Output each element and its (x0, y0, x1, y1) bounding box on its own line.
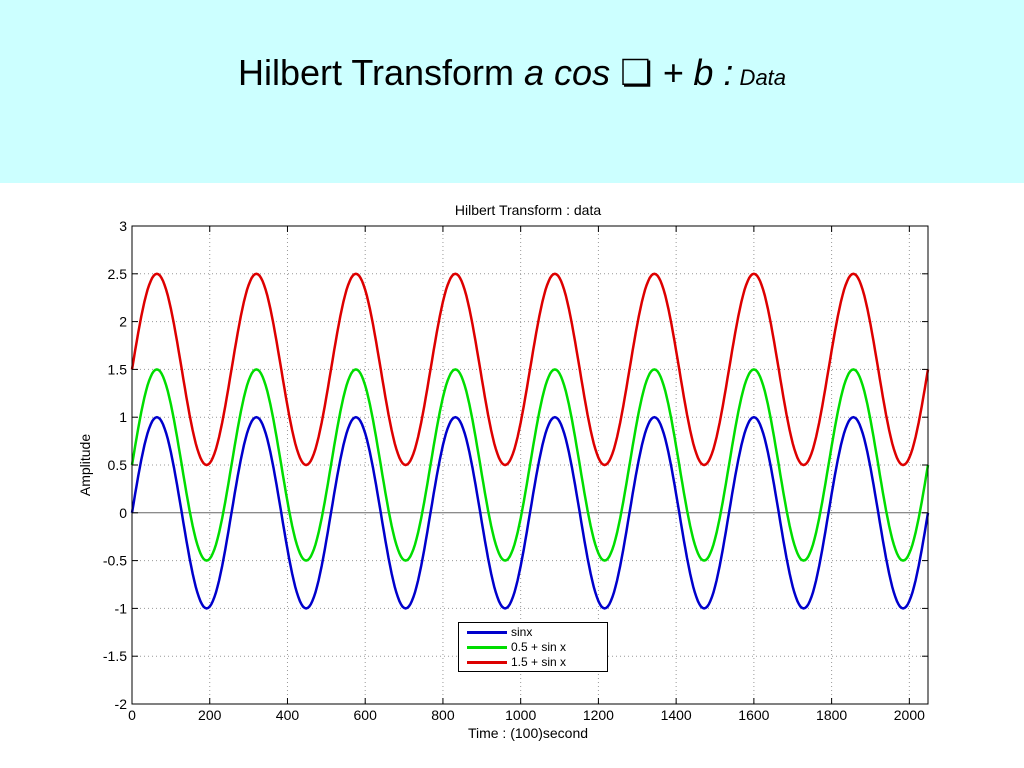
slide-title-colon: : (723, 52, 734, 93)
y-tick-label: -0.5 (103, 553, 127, 569)
x-tick-label: 800 (431, 707, 455, 723)
y-axis-label: Amplitude (77, 434, 93, 496)
y-tick-label: 0.5 (108, 457, 128, 473)
legend-label-sinx: sinx (511, 625, 533, 639)
slide-title-expr: + b (652, 52, 724, 93)
x-tick-label: 400 (276, 707, 300, 723)
x-tick-label: 1600 (738, 707, 769, 723)
y-tick-label: 3 (119, 218, 127, 234)
y-tick-label: -1.5 (103, 648, 127, 664)
legend-item-sinx: sinx (459, 625, 607, 639)
x-tick-label: 2000 (894, 707, 925, 723)
y-tick-label: 1.5 (108, 361, 128, 377)
legend-swatch-sinx (467, 631, 507, 634)
y-tick-label: 1 (119, 409, 127, 425)
legend: sinx 0.5 + sin x 1.5 + sin x (458, 622, 608, 672)
y-tick-label: -1 (115, 600, 128, 616)
slide-title-plain: Hilbert Transform (237, 52, 525, 93)
y-tick-label: 2 (119, 314, 127, 330)
chart: Hilbert Transform : data 0 200 400 600 800 10… (77, 202, 930, 741)
x-tick-label: 600 (354, 707, 378, 723)
x-tick-label: 1200 (583, 707, 614, 723)
legend-item-offset-0-5: 0.5 + sin x (459, 640, 607, 654)
slide-title-italic: a cos (524, 52, 621, 93)
y-tick-label: 2.5 (108, 266, 128, 282)
x-axis-label: Time : (100)second (468, 725, 588, 741)
x-tick-label: 0 (128, 707, 136, 723)
axis-ticks: 0 200 400 600 800 1000 1200 1400 1600 1800 2000 -2 -… (103, 218, 928, 723)
series-line-2 (130, 272, 930, 467)
slide-header: Hilbert Transform a cos ❏ + b : Data (0, 0, 1024, 183)
legend-label-offset-1-5: 1.5 + sin x (511, 655, 567, 669)
chart-title: Hilbert Transform : data (455, 202, 601, 218)
slide-title: Hilbert Transform a cos ❏ + b : Data (0, 52, 1024, 94)
x-tick-label: 200 (198, 707, 222, 723)
legend-label-offset-0-5: 0.5 + sin x (511, 640, 567, 654)
x-tick-label: 1400 (661, 707, 692, 723)
y-tick-label: -2 (115, 696, 128, 712)
plot-area: Hilbert Transform : data 0 200 400 600 800 10… (0, 183, 1024, 768)
slide-title-symbol: ❏ (620, 52, 653, 93)
x-tick-label: 1000 (505, 707, 536, 723)
legend-item-offset-1-5: 1.5 + sin x (459, 655, 607, 669)
grid (132, 226, 928, 704)
series-line-0 (130, 415, 930, 610)
x-tick-label: 1800 (816, 707, 847, 723)
legend-swatch-offset-0-5 (467, 646, 507, 649)
series-line-1 (130, 368, 930, 562)
y-tick-label: 0 (119, 505, 127, 521)
series-lines (130, 272, 930, 610)
legend-swatch-offset-1-5 (467, 661, 507, 664)
slide-title-suffix: Data (733, 65, 787, 90)
